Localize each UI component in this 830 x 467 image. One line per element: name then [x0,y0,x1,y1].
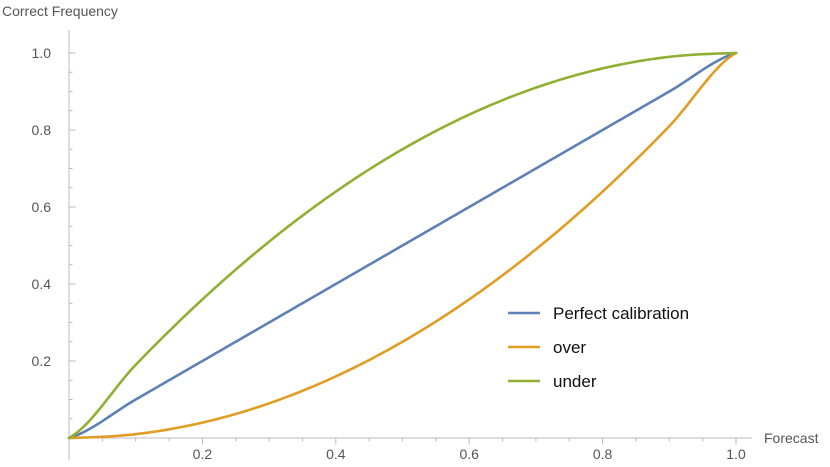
data-point-over [601,190,604,193]
x-tick-label: 0.4 [326,446,346,462]
legend-label-over: over [553,338,586,357]
data-point-perfect-calibration [268,321,271,324]
y-tick-label: 0.8 [32,122,52,138]
legend-label-under: under [553,372,597,391]
data-point-under [735,52,738,55]
data-point-over [335,375,338,378]
y-tick-label: 0.6 [32,199,52,215]
x-tick-label: 1.0 [726,446,746,462]
data-point-over [535,248,538,251]
data-point-perfect-calibration [401,244,404,247]
y-axis-title: Correct Frequency [2,3,118,19]
x-axis-title: Forecast [764,430,819,446]
data-point-under [201,298,204,301]
data-point-perfect-calibration [468,206,471,209]
data-point-over [401,340,404,343]
data-point-over [268,402,271,405]
series-line-over [67,51,738,440]
data-point-perfect-calibration [668,90,671,93]
data-point-under [535,86,538,89]
legend-label-perfect-calibration: Perfect calibration [553,304,689,323]
y-tick-label: 1.0 [32,45,52,61]
y-tick-label: 0.4 [32,276,52,292]
data-point-under [668,56,671,59]
data-point-under [268,240,271,243]
data-point-under [401,148,404,151]
data-point-over [668,125,671,128]
data-point-over [134,433,137,436]
data-point-perfect-calibration [201,360,204,363]
x-tick-label: 0.2 [193,446,213,462]
x-tick-label: 0.8 [593,446,613,462]
series-line-perfect-calibration [67,51,738,440]
series-line-under [67,51,738,440]
data-point-under [134,364,137,367]
x-tick-label: 0.6 [459,446,479,462]
data-point-over [468,298,471,301]
data-point-perfect-calibration [134,398,137,401]
data-point-perfect-calibration [601,129,604,132]
data-point-under [335,190,338,193]
data-point-under [601,67,604,70]
data-point-under [468,113,471,116]
axes: 0.2 0.4 0.6 0.8 1.0 0.2 0.4 0.6 0.8 1.0 [32,30,752,462]
legend: Perfect calibration over under [508,304,689,391]
data-point-under [68,437,71,440]
series-lines [67,51,738,440]
data-point-perfect-calibration [335,283,338,286]
data-point-perfect-calibration [535,167,538,170]
y-tick-label: 0.2 [32,353,52,369]
data-point-over [201,421,204,424]
